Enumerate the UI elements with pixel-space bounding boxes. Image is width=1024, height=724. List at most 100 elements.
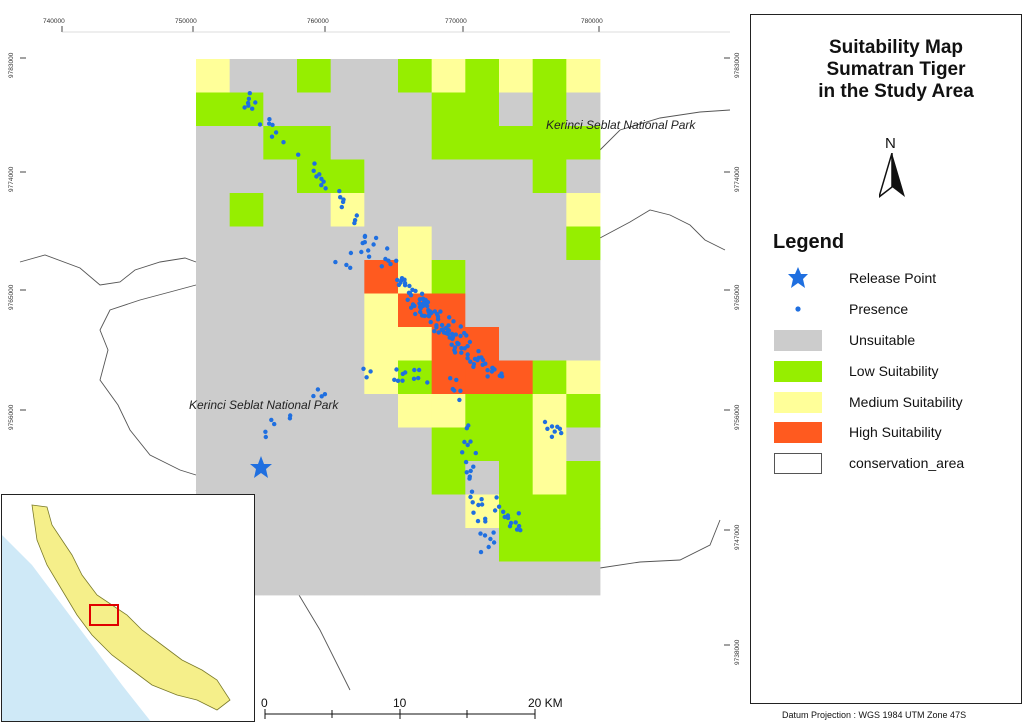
cell-unsuitable <box>330 293 365 328</box>
cell-unsuitable <box>566 327 601 361</box>
presence-point <box>478 531 483 536</box>
cell-unsuitable <box>196 394 231 428</box>
y-tick-label: 9765000 <box>8 284 15 310</box>
title-line-3: in the Study Area <box>818 81 974 102</box>
presence-point <box>269 417 274 423</box>
presence-point <box>395 277 400 283</box>
cell-low <box>196 92 231 127</box>
presence-point <box>399 276 405 281</box>
cell-unsuitable <box>263 360 298 395</box>
presence-point <box>485 368 490 373</box>
presence-point <box>483 516 488 521</box>
cell-unsuitable <box>263 193 298 227</box>
legend-item-low: Low Suitability <box>773 360 939 382</box>
presence-point <box>471 464 476 469</box>
presence-point <box>412 367 417 373</box>
presence-point <box>467 339 473 345</box>
cell-unsuitable <box>532 226 567 261</box>
presence-point <box>416 367 422 373</box>
cell-unsuitable <box>566 561 601 596</box>
x-tick-label: 740000 <box>43 18 65 25</box>
presence-point <box>348 265 353 270</box>
presence-point <box>413 311 418 317</box>
presence-point <box>491 530 496 535</box>
legend-label: Low Suitability <box>849 363 939 379</box>
presence-point <box>482 533 488 538</box>
inset-sea <box>2 535 151 721</box>
cell-low <box>566 126 601 160</box>
cell-unsuitable <box>229 226 264 261</box>
cell-unsuitable <box>431 226 466 261</box>
cell-high <box>499 360 534 395</box>
presence-point <box>366 254 372 259</box>
presence-point <box>475 358 480 363</box>
cell-low <box>532 59 567 93</box>
cell-unsuitable <box>431 561 466 596</box>
presence-point <box>312 161 317 166</box>
presence-point <box>416 375 421 381</box>
presence-point <box>458 324 463 329</box>
presence-point <box>435 314 441 319</box>
legend-label: conservation_area <box>849 455 965 471</box>
cell-unsuitable <box>499 327 534 361</box>
cell-unsuitable <box>398 427 433 462</box>
cell-low <box>566 394 601 428</box>
cell-unsuitable <box>499 260 534 294</box>
presence-point <box>402 283 408 288</box>
cell-unsuitable <box>196 226 231 261</box>
presence-point <box>486 544 491 550</box>
cell-unsuitable <box>499 159 534 194</box>
cell-unsuitable <box>465 193 500 227</box>
presence-point <box>400 378 405 383</box>
presence-point <box>447 315 452 320</box>
star-icon <box>773 267 823 289</box>
cell-low <box>465 394 500 428</box>
cell-unsuitable <box>229 159 264 194</box>
cell-unsuitable <box>330 394 365 428</box>
cell-unsuitable <box>364 59 399 93</box>
cell-unsuitable <box>398 528 433 562</box>
legend-label: Medium Suitability <box>849 394 963 410</box>
north-arrow-icon: N <box>877 135 907 205</box>
legend-panel: Suitability Map Sumatran Tiger in the St… <box>750 14 1022 704</box>
presence-point <box>432 309 438 314</box>
presence-points <box>242 91 564 555</box>
cell-unsuitable <box>330 461 365 495</box>
cell-low <box>532 159 567 194</box>
legend-label: Presence <box>849 301 909 317</box>
cell-unsuitable <box>330 427 365 462</box>
cell-unsuitable <box>499 561 534 596</box>
presence-point <box>464 333 469 338</box>
cell-low <box>499 394 534 428</box>
presence-point <box>281 140 286 145</box>
presence-point <box>465 356 470 361</box>
scale-bar <box>264 709 536 719</box>
cell-low <box>566 226 601 261</box>
presence-point <box>287 416 293 421</box>
presence-point <box>411 376 417 381</box>
cell-unsuitable <box>196 159 231 194</box>
cell-unsuitable <box>566 92 601 127</box>
presence-point <box>242 105 247 110</box>
x-tick-label: 780000 <box>581 18 603 25</box>
presence-point <box>559 430 564 436</box>
presence-point <box>465 344 470 349</box>
graticule <box>20 26 730 646</box>
presence-point <box>555 424 560 429</box>
cell-unsuitable <box>330 92 365 127</box>
legend-item-presence: Presence <box>773 298 908 320</box>
x-tick-label: 770000 <box>445 18 467 25</box>
presence-point <box>383 256 388 262</box>
presence-point <box>470 500 475 505</box>
presence-point <box>508 520 514 526</box>
y-tick-label: 9783000 <box>8 52 15 78</box>
presence-point <box>352 220 357 226</box>
presence-point <box>322 392 328 397</box>
cell-unsuitable <box>229 327 264 361</box>
presence-point <box>460 450 465 455</box>
presence-point <box>502 514 507 520</box>
cell-unsuitable <box>431 193 466 227</box>
cell-unsuitable <box>297 494 332 529</box>
presence-point <box>552 429 557 434</box>
presence-point <box>451 319 456 324</box>
